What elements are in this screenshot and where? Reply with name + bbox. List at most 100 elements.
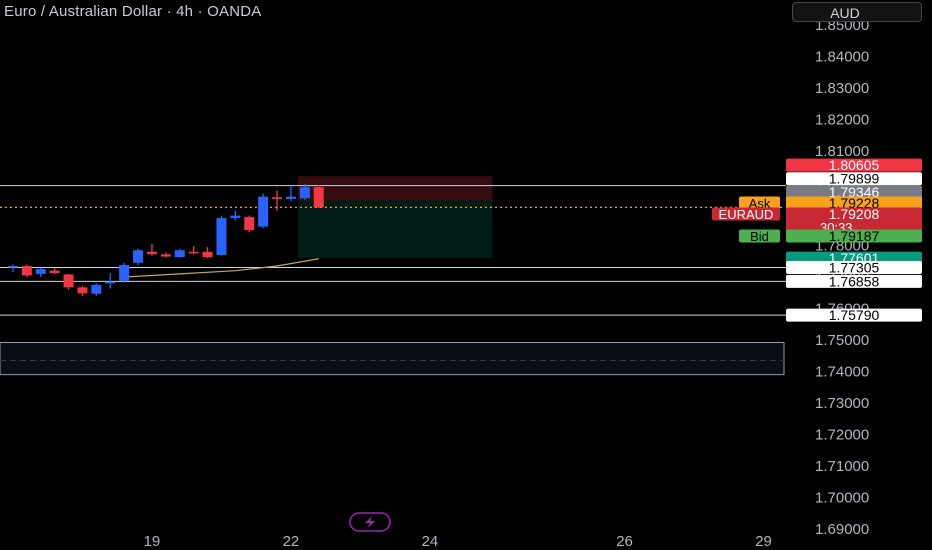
price-label-box	[786, 274, 922, 288]
candle-12	[174, 248, 185, 258]
candle-body	[63, 274, 74, 288]
support-zone	[0, 342, 785, 376]
y-tick-label: 1.69000	[815, 521, 869, 538]
y-tick-label: 1.72000	[815, 427, 869, 444]
y-tick-label: 1.73000	[815, 395, 869, 412]
candle-0	[7, 264, 18, 273]
y-tick-label: 1.70000	[815, 490, 869, 507]
candle-body	[119, 265, 130, 281]
candle-17	[244, 215, 255, 233]
candle-15	[216, 215, 227, 256]
price-label-box	[786, 196, 922, 210]
candle-1	[21, 264, 32, 277]
candle-body	[285, 196, 296, 199]
candle-11	[160, 252, 171, 258]
candle-21	[299, 184, 310, 200]
price-label-5: 1.79187 Bid	[739, 228, 922, 244]
candle-body	[7, 265, 18, 268]
candle-body	[91, 284, 102, 294]
y-tick-label: 1.82000	[815, 112, 869, 129]
y-tick-label: 1.75000	[815, 332, 869, 349]
price-tag-label: Bid	[750, 229, 769, 244]
candle-3	[49, 268, 60, 274]
candle-8	[119, 262, 130, 283]
candle-body	[202, 251, 213, 258]
candle-body	[77, 287, 88, 294]
candle-22	[313, 185, 324, 209]
candle-body	[272, 197, 283, 199]
price-label-box	[786, 185, 922, 199]
candle-18	[258, 193, 269, 229]
price-label-box	[786, 172, 922, 186]
price-label-value: 1.79899	[829, 171, 880, 187]
x-tick-label: 24	[422, 533, 439, 550]
candle-body	[216, 218, 227, 255]
price-label-box	[786, 261, 922, 275]
price-label-0: 1.80605	[786, 157, 922, 173]
currency-button[interactable]: AUD	[792, 2, 922, 22]
price-label-3: 1.79228 Ask	[739, 195, 922, 211]
price-label-2: 1.79346	[786, 184, 922, 200]
candle-body	[49, 270, 60, 274]
y-tick-label: 1.83000	[815, 80, 869, 97]
candle-19	[272, 190, 283, 211]
price-label-9: 1.75790	[786, 307, 922, 323]
candle-body	[244, 217, 255, 231]
y-tick-label: 1.74000	[815, 364, 869, 381]
price-label-value: 1.76858	[829, 273, 880, 289]
x-tick-label: 26	[616, 533, 633, 550]
price-label-box	[786, 207, 922, 234]
price-tag-box	[712, 207, 780, 221]
price-label-7: 1.77305	[786, 260, 922, 276]
candle-body	[133, 250, 144, 263]
y-tick-label: 1.84000	[815, 49, 869, 66]
price-label-value: 1.75790	[829, 307, 880, 323]
chart-title: Euro / Australian Dollar · 4h · OANDA	[4, 3, 262, 20]
x-tick-label: 29	[755, 533, 772, 550]
price-tag-label: EURAUD	[719, 207, 774, 222]
candle-body	[299, 187, 310, 199]
price-label-value: 1.79228	[829, 195, 880, 211]
lightning-icon[interactable]	[349, 512, 391, 532]
price-label-value: 1.77305	[829, 260, 880, 276]
price-label-value: 1.79187	[829, 228, 880, 244]
candle-body	[35, 269, 46, 274]
price-tag-box	[739, 229, 780, 243]
candle-2	[35, 267, 46, 277]
price-label-1: 1.79899	[786, 171, 922, 187]
price-label-8: 1.76858	[786, 273, 922, 289]
candle-14	[202, 247, 213, 259]
price-tag-label: Ask	[749, 196, 771, 211]
candle-7	[105, 273, 116, 289]
candle-body	[313, 187, 324, 208]
candle-body	[105, 281, 116, 284]
y-tick-label: 1.81000	[815, 143, 869, 160]
candle-5	[77, 285, 88, 296]
candle-10	[146, 243, 157, 256]
candle-13	[188, 246, 199, 255]
candle-9	[133, 248, 144, 266]
price-label-value: 1.79208	[829, 206, 880, 222]
candle-4	[63, 273, 74, 290]
stop-loss-zone	[297, 176, 493, 201]
x-tick-label: 22	[283, 533, 300, 550]
candle-body	[230, 215, 241, 219]
price-tag-box	[739, 196, 780, 210]
price-label-value: 1.79346	[829, 184, 880, 200]
candle-body	[258, 196, 269, 227]
take-profit-zone	[297, 200, 493, 259]
candle-body	[146, 251, 157, 255]
candle-body	[174, 250, 185, 258]
candle-20	[285, 185, 296, 202]
price-label-box	[786, 308, 922, 322]
candle-16	[230, 210, 241, 221]
price-label-box	[786, 158, 922, 172]
candle-6	[91, 283, 102, 296]
price-label-box	[786, 229, 922, 243]
candle-body	[21, 265, 32, 276]
moving-average-line	[124, 258, 319, 278]
x-tick-label: 19	[144, 533, 161, 550]
candle-body	[188, 251, 199, 254]
